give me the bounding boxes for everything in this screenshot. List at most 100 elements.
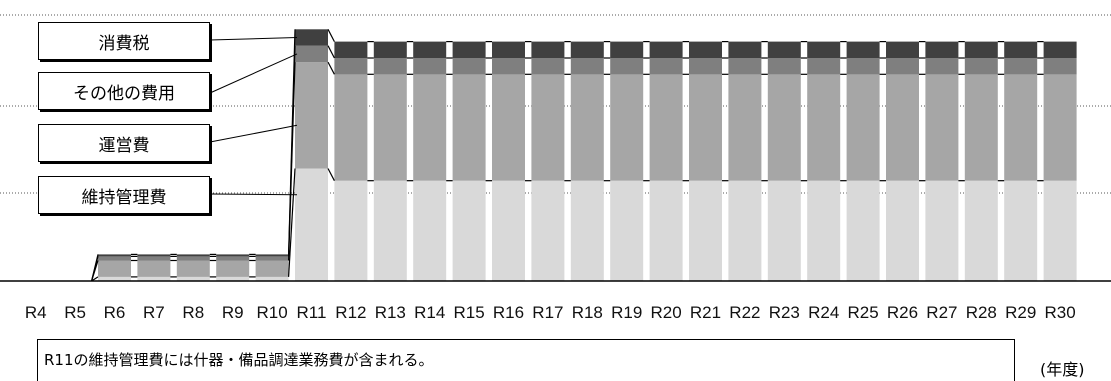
x-tick-label: R27 — [926, 303, 957, 322]
series-connector — [91, 254, 99, 282]
bar-segment — [98, 276, 131, 281]
series-connector — [288, 168, 296, 277]
x-tick-label: R21 — [690, 303, 721, 322]
bar-segment — [373, 41, 407, 58]
leader-line — [209, 193, 298, 196]
x-tick-label: R25 — [848, 303, 879, 322]
legend-label-operating-costs: 運営費 — [38, 124, 210, 162]
bar-segment — [649, 41, 683, 58]
bar-segment — [610, 74, 644, 181]
x-tick-label: R30 — [1045, 303, 1076, 322]
bar-segment — [413, 41, 447, 58]
bar-segment — [728, 41, 762, 58]
bar-segment — [216, 276, 250, 281]
bar-segment — [176, 254, 210, 257]
bar-segment — [334, 58, 368, 75]
x-tick-label: R6 — [104, 303, 126, 322]
bar-segment — [964, 41, 998, 58]
bar-segment — [334, 74, 368, 181]
bar-segment — [767, 41, 801, 58]
bar-segment — [689, 41, 722, 58]
bar-segment — [413, 58, 447, 75]
bar-segment — [137, 254, 171, 257]
bar-segment — [255, 260, 289, 277]
bar-segment — [570, 58, 604, 75]
leader-line — [209, 37, 298, 41]
x-tick-label: R14 — [414, 303, 445, 322]
x-tick-label: R10 — [257, 303, 288, 322]
series-connector — [327, 29, 335, 42]
bar-segment — [846, 58, 880, 75]
bar-segment — [570, 180, 604, 281]
bar-segment — [807, 58, 841, 75]
bar-segment — [807, 74, 841, 181]
bar-segment — [728, 74, 762, 181]
bar-segment — [255, 254, 289, 257]
bar-segment — [925, 58, 959, 75]
bar-segment — [728, 58, 762, 75]
bar-segment — [1043, 180, 1077, 281]
bar-segment — [610, 41, 644, 58]
x-tick-label: R12 — [335, 303, 366, 322]
x-tick-label: R13 — [375, 303, 406, 322]
bar-segment — [964, 180, 998, 281]
bar-segment — [176, 256, 210, 261]
bar-segment — [531, 74, 565, 181]
series-connector — [327, 45, 335, 59]
legend-label-consumption-tax: 消費税 — [38, 22, 210, 60]
bar-segment — [413, 74, 447, 181]
bar-segment — [452, 74, 486, 181]
bar-segment — [255, 256, 289, 261]
x-tick-label: R28 — [966, 303, 997, 322]
bar-segment — [846, 74, 880, 181]
bar-segment — [1004, 58, 1038, 75]
bar-segment — [846, 41, 880, 58]
bar-segment — [452, 58, 486, 75]
bar-segment — [176, 260, 210, 277]
x-tick-label: R7 — [143, 303, 165, 322]
x-tick-label: R17 — [532, 303, 563, 322]
x-axis-unit-label: (年度) — [1040, 360, 1085, 379]
bar-segment — [689, 74, 722, 181]
x-tick-label: R8 — [182, 303, 204, 322]
bar-segment — [531, 41, 565, 58]
bar-segment — [925, 180, 959, 281]
bar-segment — [492, 41, 525, 58]
bar-segment — [689, 58, 722, 75]
x-tick-label: R11 — [297, 303, 327, 322]
x-tick-label: R4 — [25, 303, 47, 322]
bar-segment — [98, 254, 131, 257]
bar-segment — [295, 168, 328, 281]
bar-segment — [452, 41, 486, 58]
bar-segment — [137, 276, 171, 281]
bar-segment — [334, 41, 368, 58]
bar-segment — [492, 180, 525, 281]
bar-segment — [216, 254, 250, 257]
leader-line — [209, 53, 298, 94]
bar-segment — [137, 260, 171, 277]
bar-segment — [1043, 41, 1077, 58]
bar-segment — [295, 45, 328, 63]
x-tick-label: R9 — [222, 303, 244, 322]
series-connector — [288, 29, 296, 255]
bar-segment — [1004, 41, 1038, 58]
stacked-bar-chart: R4 R5 R6 R7 R8 R9 R10 R11 R12 R13 R14 R15 R16 R17 R18 R… — [0, 14, 1111, 322]
bar-segment — [807, 41, 841, 58]
bar-segment — [1043, 58, 1077, 75]
bar-segment — [492, 58, 525, 75]
series-connector — [327, 61, 335, 75]
bar-segment — [610, 58, 644, 75]
bar-segment — [531, 180, 565, 281]
bar-segment — [216, 256, 250, 261]
bar-segment — [334, 180, 368, 281]
leader-line — [209, 124, 298, 143]
legend-label-maintenance-costs: 維持管理費 — [38, 176, 210, 214]
bar-segment — [413, 180, 447, 281]
x-tick-label: R26 — [887, 303, 918, 322]
bar-segment — [373, 180, 407, 281]
bar-segment — [846, 180, 880, 281]
x-tick-label: R23 — [769, 303, 800, 322]
bar-segment — [255, 276, 289, 281]
bar-segment — [964, 74, 998, 181]
bar-segment — [176, 276, 210, 281]
